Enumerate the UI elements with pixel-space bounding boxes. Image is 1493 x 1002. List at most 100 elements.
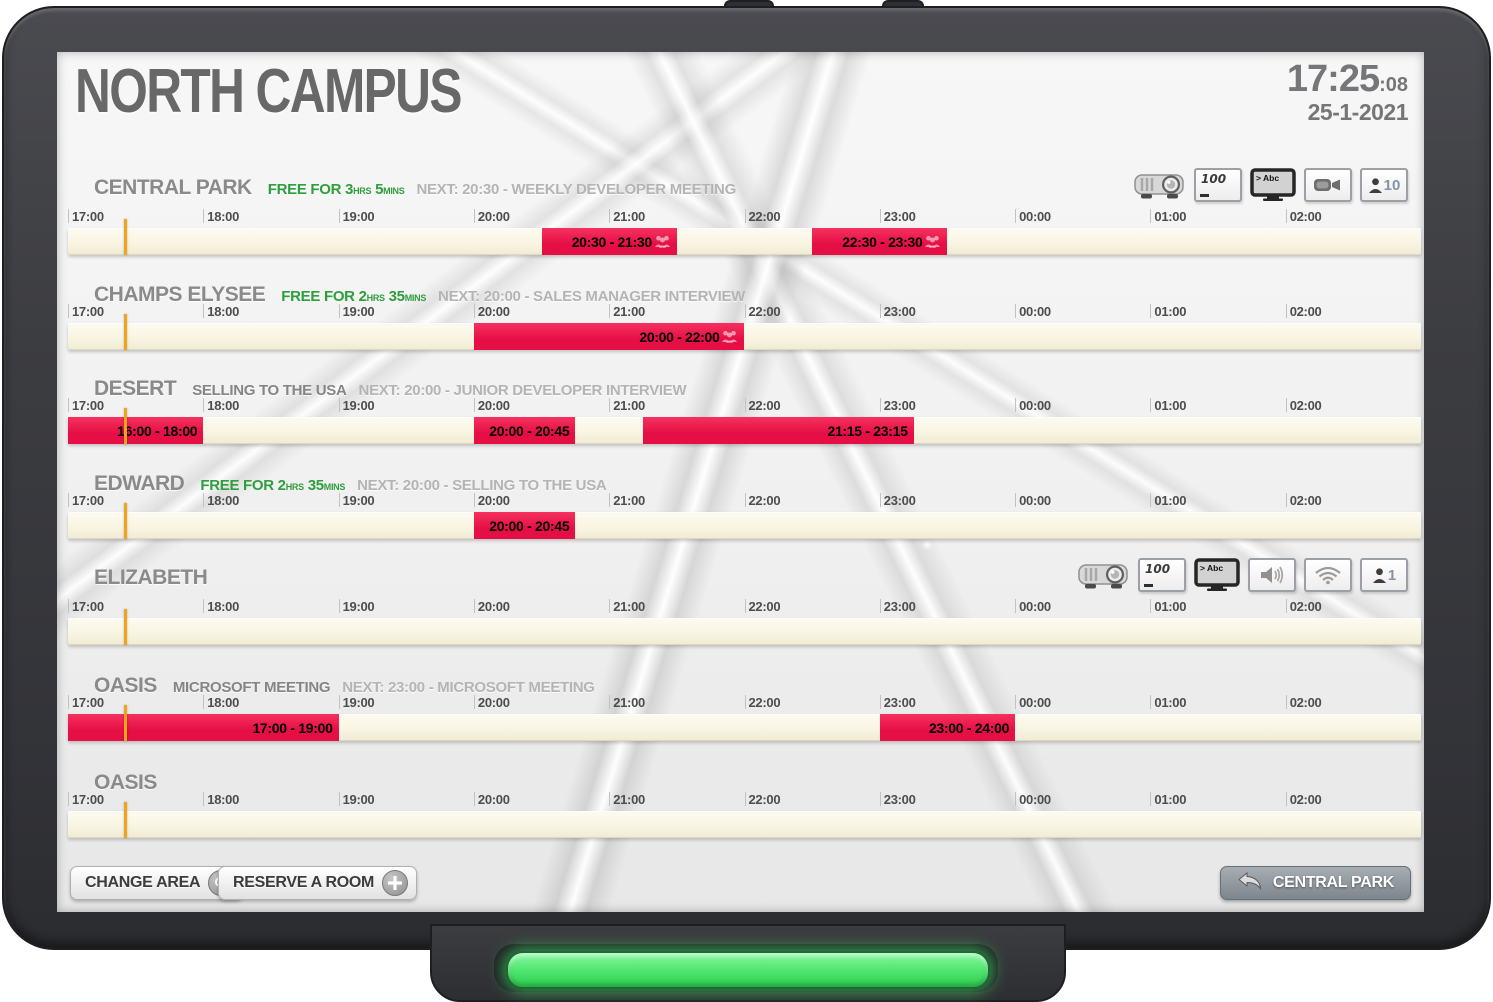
hour-label: 02:00 bbox=[1289, 792, 1322, 807]
hour-tick bbox=[1015, 304, 1017, 318]
hour-tick bbox=[203, 599, 205, 613]
timeline-track[interactable]: 16:00 - 18:00 20:00 - 20:45 21:15 - 23:15 bbox=[68, 408, 1421, 444]
booking-bar[interactable]: 21:15 - 23:15 bbox=[643, 417, 914, 444]
room-row-oasis: OASIS MICROSOFT MEETING NEXT: 23:00 - MI… bbox=[68, 662, 1421, 750]
booking-time-label: 17:00 - 19:00 bbox=[252, 719, 333, 736]
timeline-track[interactable]: 20:00 - 22:00 bbox=[68, 314, 1421, 350]
hour-tick bbox=[68, 209, 69, 223]
booking-bar[interactable]: 20:00 - 20:45 bbox=[473, 417, 576, 444]
timeline-track[interactable]: 20:30 - 21:30 22:30 - 23:30 bbox=[68, 219, 1421, 255]
hour-tick bbox=[203, 695, 205, 709]
room-row-champs-elysee: CHAMPS ELYSEE FREE FOR 2HRS 35MINS NEXT:… bbox=[68, 271, 1421, 359]
hour-tick bbox=[338, 304, 340, 318]
hour-label: 17:00 bbox=[72, 304, 104, 319]
hour-label: 20:00 bbox=[477, 493, 510, 508]
timeline-track[interactable]: 20:00 - 20:45 bbox=[68, 503, 1421, 539]
clock-date: 25-1-2021 bbox=[1307, 99, 1409, 125]
amenities: 100 > Abc 1 bbox=[1078, 558, 1408, 592]
hour-label: 21:00 bbox=[613, 695, 645, 710]
time-ruler: 17:00 18:00 19:00 20:00 21:00 22:00 23:00 00:00… bbox=[68, 693, 1421, 711]
hour-label: 00:00 bbox=[1019, 398, 1051, 413]
hour-tick bbox=[338, 398, 340, 412]
hour-label: 17:00 bbox=[72, 695, 104, 710]
change-area-button[interactable]: CHANGE AREA bbox=[70, 866, 244, 900]
next-meeting: NEXT: 23:00 - MICROSOFT MEETING bbox=[342, 679, 595, 696]
hour-tick bbox=[879, 398, 881, 412]
timeline-track[interactable]: 17:00 - 19:00 23:00 - 24:00 bbox=[68, 705, 1421, 741]
hour-label: 23:00 bbox=[883, 695, 916, 710]
hour-tick bbox=[744, 304, 746, 318]
hour-tick bbox=[1285, 792, 1287, 806]
amenities: 100 > Abc 10 bbox=[1134, 168, 1408, 202]
timeline-track[interactable] bbox=[68, 802, 1421, 838]
hour-tick bbox=[203, 209, 205, 223]
room-name: OASIS bbox=[94, 771, 157, 794]
hour-label: 17:00 bbox=[72, 209, 104, 224]
hour-label: 00:00 bbox=[1019, 599, 1051, 614]
hour-tick bbox=[473, 398, 475, 412]
hour-label: 01:00 bbox=[1154, 695, 1187, 710]
current-time-indicator bbox=[124, 802, 128, 838]
booking-time-label: 20:00 - 22:00 bbox=[639, 328, 720, 345]
hour-label: 19:00 bbox=[342, 209, 375, 224]
hour-tick bbox=[1015, 599, 1017, 613]
page-title: NORTH CAMPUS bbox=[75, 57, 462, 126]
back-to-room-button[interactable]: CENTRAL PARK bbox=[1219, 866, 1411, 900]
hour-tick bbox=[1015, 792, 1017, 806]
hour-label: 19:00 bbox=[342, 599, 375, 614]
room-row-edward: EDWARD FREE FOR 2HRS 35MINS NEXT: 20:00 … bbox=[68, 460, 1421, 548]
timeline-track[interactable] bbox=[68, 609, 1421, 645]
hour-label: 22:00 bbox=[748, 792, 781, 807]
time-ruler: 17:00 18:00 19:00 20:00 21:00 22:00 23:00 00:00… bbox=[68, 491, 1421, 509]
booking-time-label: 22:30 - 23:30 bbox=[842, 233, 923, 250]
clock-seconds: :08 bbox=[1379, 74, 1408, 96]
current-time-indicator bbox=[124, 219, 128, 255]
hour-tick bbox=[744, 695, 746, 709]
time-ruler: 17:00 18:00 19:00 20:00 21:00 22:00 23:00 00:00… bbox=[68, 207, 1421, 225]
hour-label: 18:00 bbox=[207, 695, 240, 710]
booking-bar[interactable]: 20:30 - 21:30 bbox=[541, 228, 677, 255]
hour-label: 22:00 bbox=[748, 398, 781, 413]
hour-tick bbox=[879, 304, 881, 318]
booking-bar[interactable]: 17:00 - 19:00 bbox=[68, 714, 339, 741]
hour-tick bbox=[609, 599, 611, 613]
current-time-indicator bbox=[124, 408, 128, 444]
hour-label: 18:00 bbox=[207, 599, 240, 614]
marker-tray bbox=[1144, 584, 1153, 587]
hour-tick bbox=[879, 209, 881, 223]
next-meeting: NEXT: 20:30 - WEEKLY DEVELOPER MEETING bbox=[416, 181, 736, 198]
hour-label: 22:00 bbox=[748, 209, 781, 224]
display-screen-icon: > Abc bbox=[1194, 558, 1240, 592]
hour-tick bbox=[609, 792, 611, 806]
hour-tick bbox=[744, 792, 746, 806]
hour-label: 01:00 bbox=[1154, 398, 1187, 413]
projector-icon bbox=[1078, 558, 1130, 592]
booking-bar[interactable]: 16:00 - 18:00 bbox=[68, 417, 204, 444]
capacity-icon: 10 bbox=[1360, 168, 1408, 202]
hour-label: 21:00 bbox=[613, 209, 645, 224]
booking-bar[interactable]: 20:00 - 22:00 bbox=[473, 323, 745, 350]
hour-label: 00:00 bbox=[1019, 304, 1051, 319]
next-meeting: NEXT: 20:00 - JUNIOR DEVELOPER INTERVIEW bbox=[358, 382, 687, 399]
hour-label: 17:00 bbox=[72, 398, 104, 413]
booking-bar[interactable]: 22:30 - 23:30 bbox=[812, 228, 948, 255]
hour-tick bbox=[1015, 209, 1017, 223]
hour-label: 18:00 bbox=[207, 493, 240, 508]
room-schedule-list: CENTRAL PARK FREE FOR 3HRS 5MINS NEXT: 2… bbox=[68, 52, 1421, 912]
booking-time-label: 21:15 - 23:15 bbox=[827, 422, 908, 439]
hour-tick bbox=[338, 209, 340, 223]
hour-tick bbox=[1015, 398, 1017, 412]
hour-label: 18:00 bbox=[207, 792, 240, 807]
booking-bar[interactable]: 23:00 - 24:00 bbox=[879, 714, 1016, 741]
hour-tick bbox=[203, 792, 205, 806]
hour-tick bbox=[744, 398, 746, 412]
hour-tick bbox=[744, 209, 746, 223]
attendees-icon bbox=[721, 330, 738, 343]
hour-label: 20:00 bbox=[477, 304, 510, 319]
reserve-room-button[interactable]: RESERVE A ROOM bbox=[218, 866, 418, 900]
hour-label: 22:00 bbox=[748, 599, 781, 614]
hour-tick bbox=[879, 695, 881, 709]
booking-bar[interactable]: 20:00 - 20:45 bbox=[473, 512, 576, 539]
hour-label: 00:00 bbox=[1019, 695, 1051, 710]
hour-label: 01:00 bbox=[1154, 599, 1187, 614]
